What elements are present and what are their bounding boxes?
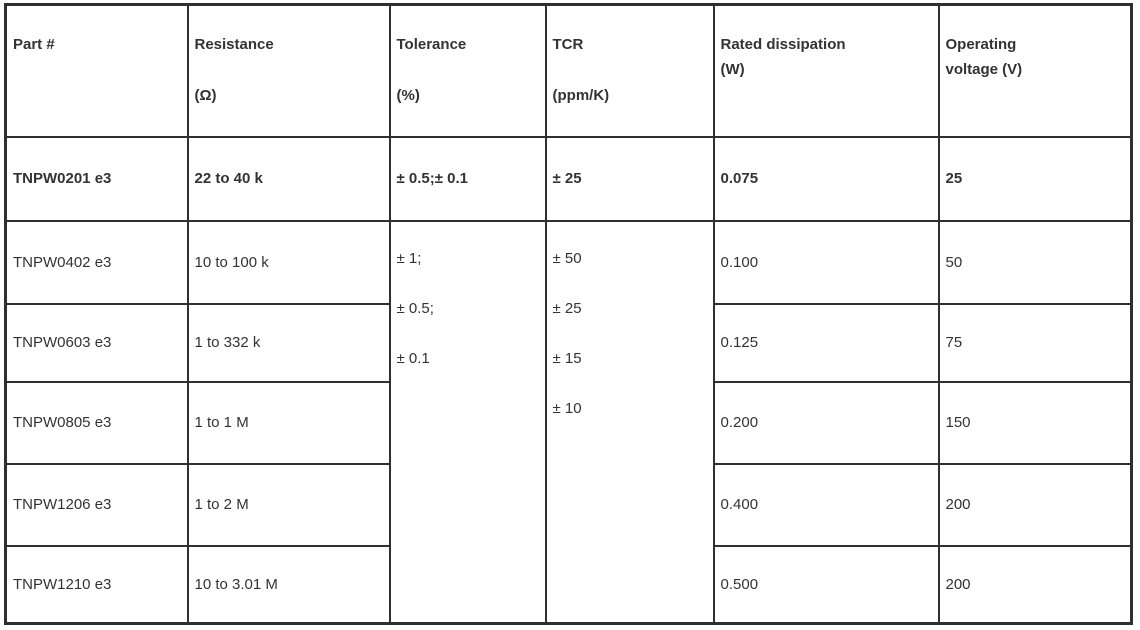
col-header-tcr-label: TCR (552, 36, 584, 53)
cell-part: TNPW1206 e3 (4, 462, 189, 547)
table-row: TNPW0603 e3 1 to 332 k 0.125 75 (4, 302, 1133, 383)
cell-tcr-merged: ± 50 ± 25 ± 15 ± 10 (544, 219, 715, 625)
cell-part: TNPW1210 e3 (4, 544, 189, 625)
cell-dissipation: 0.400 (712, 462, 940, 547)
tcr-line: ± 15 (552, 349, 582, 367)
cell-part: TNPW0603 e3 (4, 302, 189, 383)
cell-dissipation: 0.100 (712, 219, 940, 305)
col-header-tolerance-unit: (%) (396, 87, 420, 104)
tcr-line: ± 10 (552, 399, 582, 417)
cell-resistance: 22 to 40 k (186, 135, 391, 222)
cell-part: TNPW0805 e3 (4, 380, 189, 465)
cell-dissipation: 0.200 (712, 380, 940, 465)
col-header-tcr-unit: (ppm/K) (552, 87, 610, 104)
col-header-voltage: Operating voltage (V) (937, 3, 1133, 138)
cell-resistance: 10 to 3.01 M (186, 544, 391, 625)
col-header-part: Part # (4, 3, 189, 138)
col-header-dissipation-label: Rated dissipation (720, 36, 846, 53)
col-header-tcr: TCR (ppm/K) (544, 3, 715, 138)
cell-dissipation: 0.500 (712, 544, 940, 625)
tolerance-line: ± 1; (396, 249, 422, 267)
cell-part: TNPW0402 e3 (4, 219, 189, 305)
col-header-part-label: Part # (13, 36, 55, 53)
resistor-spec-table: Part # Resistance (Ω) Tolerance (%) TCR … (4, 3, 1133, 625)
tolerance-line: ± 0.1 (396, 349, 430, 367)
cell-voltage: 75 (937, 302, 1133, 383)
cell-part: TNPW0201 e3 (4, 135, 189, 222)
cell-tcr: ± 25 (544, 135, 715, 222)
cell-tolerance-merged: ± 1; ± 0.5; ± 0.1 (388, 219, 547, 625)
col-header-resistance-label: Resistance (194, 36, 274, 53)
col-header-resistance-unit: (Ω) (194, 87, 217, 104)
col-header-voltage-label: Operating (945, 36, 1017, 53)
col-header-voltage-unit: voltage (V) (945, 61, 1023, 78)
cell-resistance: 10 to 100 k (186, 219, 391, 305)
cell-dissipation: 0.075 (712, 135, 940, 222)
cell-resistance: 1 to 1 M (186, 380, 391, 465)
cell-voltage: 200 (937, 462, 1133, 547)
cell-dissipation: 0.125 (712, 302, 940, 383)
table-row: TNPW0805 e3 1 to 1 M 0.200 150 (4, 380, 1133, 465)
cell-tolerance: ± 0.5;± 0.1 (388, 135, 547, 222)
cell-voltage: 50 (937, 219, 1133, 305)
col-header-dissipation: Rated dissipation (W) (712, 3, 940, 138)
tolerance-line: ± 0.5; (396, 299, 434, 317)
cell-voltage: 25 (937, 135, 1133, 222)
col-header-dissipation-unit: (W) (720, 61, 745, 78)
col-header-resistance: Resistance (Ω) (186, 3, 391, 138)
cell-resistance: 1 to 2 M (186, 462, 391, 547)
table-row: TNPW1206 e3 1 to 2 M 0.400 200 (4, 462, 1133, 547)
cell-resistance: 1 to 332 k (186, 302, 391, 383)
cell-voltage: 150 (937, 380, 1133, 465)
cell-voltage: 200 (937, 544, 1133, 625)
table-row: TNPW0201 e3 22 to 40 k ± 0.5;± 0.1 ± 25 … (4, 135, 1133, 222)
table-row: TNPW0402 e3 10 to 100 k ± 1; ± 0.5; ± 0.… (4, 219, 1133, 625)
col-header-tolerance-label: Tolerance (396, 36, 467, 53)
tcr-line: ± 25 (552, 299, 582, 317)
table-header-row: Part # Resistance (Ω) Tolerance (%) TCR … (4, 3, 1133, 138)
tcr-line: ± 50 (552, 249, 582, 267)
col-header-tolerance: Tolerance (%) (388, 3, 547, 138)
table-row: TNPW1210 e3 10 to 3.01 M 0.500 200 (4, 544, 1133, 625)
